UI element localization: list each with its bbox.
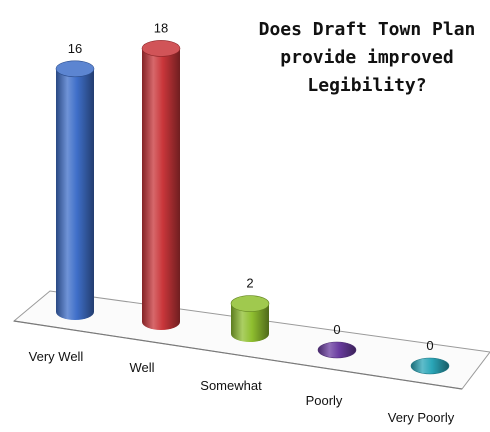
bar-top-well <box>141 40 181 57</box>
bars-group <box>55 40 450 375</box>
chart-title: Does Draft Town Plan provide improved Le… <box>259 19 476 96</box>
bar-top-very-well <box>55 60 95 78</box>
bar-well <box>141 40 181 331</box>
chart-title-line-1: Does Draft Town Plan <box>259 19 476 40</box>
category-label-somewhat: Somewhat <box>200 378 262 393</box>
value-label-very-poorly: 0 <box>426 338 433 353</box>
bar-very-poorly <box>410 357 450 375</box>
bar-disc-very-poorly <box>410 357 450 375</box>
category-label-poorly: Poorly <box>306 393 343 408</box>
bar-poorly <box>317 341 357 359</box>
category-label-well: Well <box>129 360 154 375</box>
value-label-very-well: 16 <box>68 41 82 56</box>
chart-title-line-2: provide improved <box>280 47 453 68</box>
bar-body-well <box>142 48 180 331</box>
bar-body-somewhat <box>231 303 269 342</box>
value-label-well: 18 <box>154 20 168 35</box>
category-label-very-poorly: Very Poorly <box>388 410 455 425</box>
bar-somewhat <box>230 295 270 342</box>
category-label-very-well: Very Well <box>29 349 84 364</box>
bar-body-very-well <box>56 68 94 320</box>
bar-very-well <box>55 60 95 320</box>
chart-title-line-3: Legibility? <box>307 75 426 96</box>
bar-disc-poorly <box>317 341 357 359</box>
category-labels: Very Well Well Somewhat Poorly Very Poorly <box>29 349 455 425</box>
value-label-somewhat: 2 <box>246 276 253 291</box>
chart-floor-edge <box>13 320 463 390</box>
value-label-poorly: 0 <box>333 322 340 337</box>
bar-top-somewhat <box>230 295 270 312</box>
